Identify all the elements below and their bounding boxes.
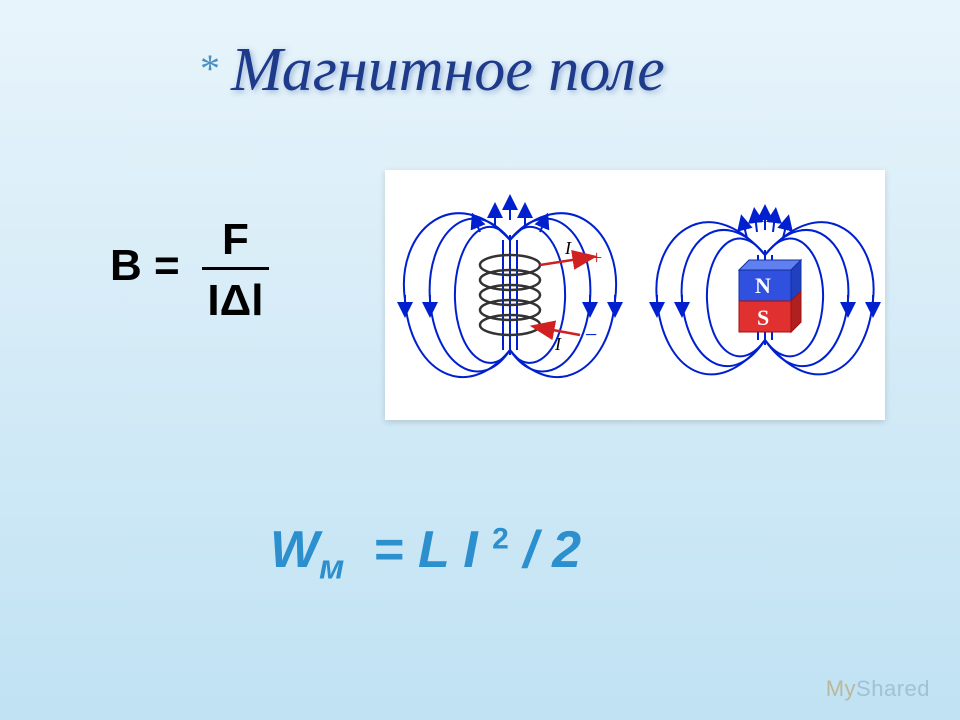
title-text: Магнитное поле [231,36,665,104]
field-lines-svg: I + I − [385,170,885,420]
formula-b-fraction: F IΔl [202,215,269,326]
north-label: N [755,273,771,298]
w-subscript: м [319,548,344,586]
page-title: Магнитное поле [200,35,665,106]
south-label: S [757,305,769,330]
w-var: W [270,521,319,579]
solenoid-i-bottom: I [554,334,562,354]
w-superscript: 2 [492,523,509,556]
watermark-prefix: My [826,676,856,701]
formula-b-denominator: IΔl [202,270,269,326]
magnetic-field-diagram: I + I − [385,170,885,420]
solenoid-i-top: I [564,238,572,258]
watermark: MyShared [826,676,930,702]
solenoid-plus: + [591,247,602,269]
bar-magnet-icon: N S [739,260,801,332]
watermark-rest: Shared [856,676,930,701]
w-rhs-b: / 2 [509,521,581,579]
formula-magnetic-energy: Wм = L I 2 / 2 [270,520,581,587]
formula-b-numerator: F [202,215,269,270]
solenoid-group: I + I − [404,202,616,377]
formula-b-left: В = [110,241,180,291]
w-rhs-a: = L I [359,521,492,579]
formula-magnetic-induction: В = F IΔl [110,210,269,321]
bar-magnet-group: N S [656,212,873,374]
solenoid-minus: − [585,322,597,347]
